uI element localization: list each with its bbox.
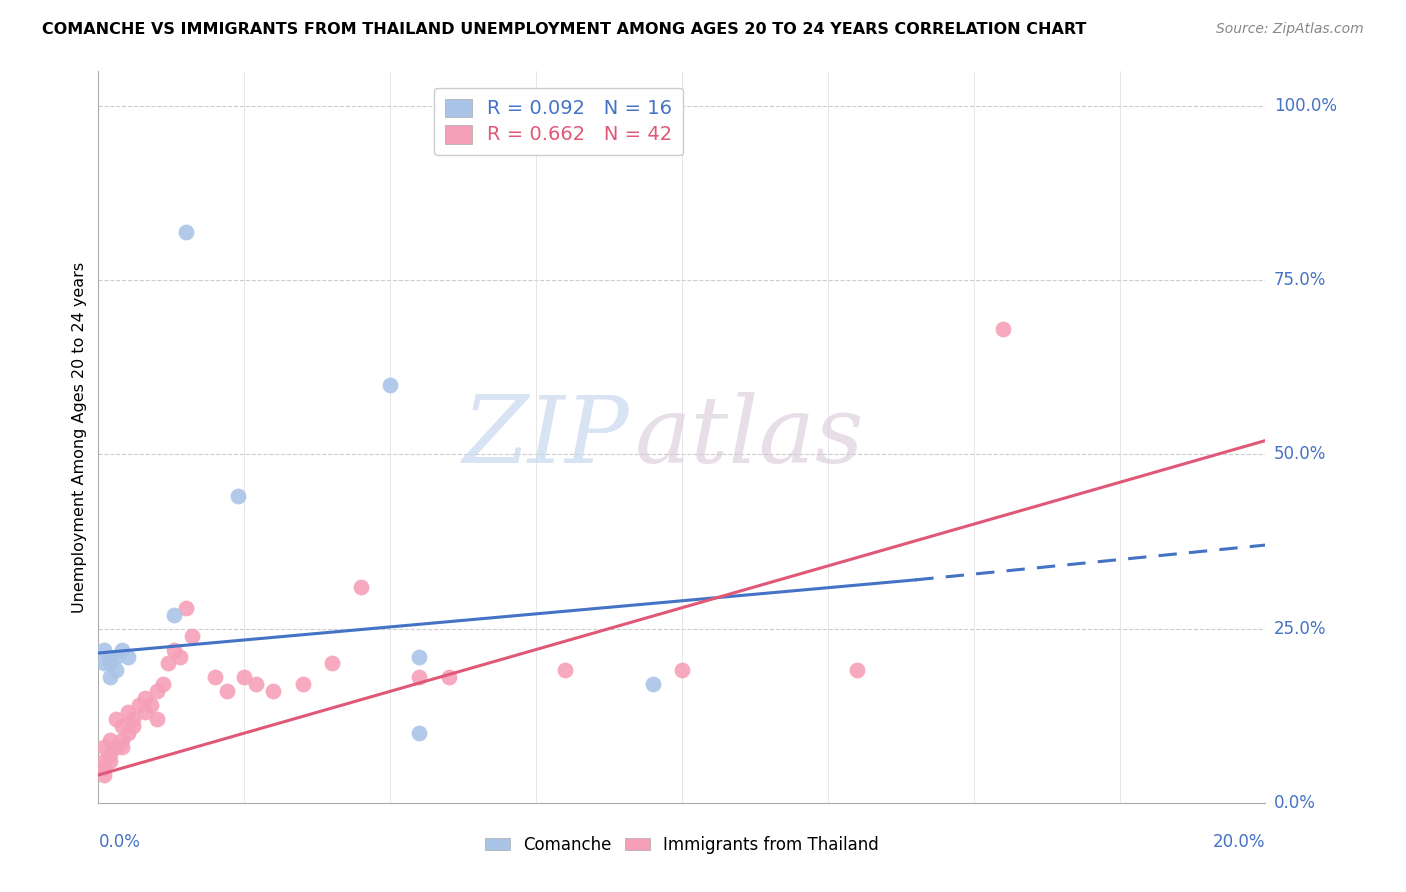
Text: 100.0%: 100.0% [1274, 97, 1337, 115]
Point [98, 657, 121, 671]
Point [98, 670, 121, 684]
Point [157, 657, 180, 671]
Point [117, 705, 139, 719]
Point [215, 684, 238, 698]
Point [991, 322, 1014, 336]
Point [408, 649, 430, 664]
Text: 0.0%: 0.0% [98, 833, 141, 851]
Text: Source: ZipAtlas.com: Source: ZipAtlas.com [1216, 22, 1364, 37]
Point [104, 712, 127, 726]
Point [139, 698, 162, 713]
Point [111, 740, 134, 755]
Point [104, 649, 127, 664]
Point [408, 726, 430, 740]
Point [180, 629, 202, 643]
Point [134, 691, 156, 706]
Legend: Comanche, Immigrants from Thailand: Comanche, Immigrants from Thailand [478, 829, 886, 860]
Point [93, 642, 115, 657]
Point [117, 726, 139, 740]
Point [111, 719, 134, 733]
Point [169, 649, 191, 664]
Text: 75.0%: 75.0% [1274, 271, 1326, 289]
Point [128, 698, 150, 713]
Point [380, 377, 402, 392]
Point [245, 677, 267, 691]
Point [437, 670, 460, 684]
Point [98, 747, 121, 761]
Point [641, 677, 664, 691]
Point [146, 684, 169, 698]
Point [228, 489, 250, 503]
Point [146, 712, 169, 726]
Point [111, 642, 134, 657]
Text: 25.0%: 25.0% [1274, 620, 1326, 638]
Point [93, 754, 115, 768]
Point [846, 664, 869, 678]
Text: 20.0%: 20.0% [1213, 833, 1265, 851]
Point [152, 677, 174, 691]
Point [174, 600, 197, 615]
Y-axis label: Unemployment Among Ages 20 to 24 years: Unemployment Among Ages 20 to 24 years [72, 261, 87, 613]
Point [233, 670, 256, 684]
Text: 50.0%: 50.0% [1274, 445, 1326, 464]
Point [98, 733, 121, 747]
Point [98, 754, 121, 768]
Point [122, 719, 145, 733]
Point [122, 712, 145, 726]
Point [291, 677, 314, 691]
Point [163, 642, 186, 657]
Point [104, 740, 127, 755]
Point [408, 670, 430, 684]
Point [104, 664, 127, 678]
Point [93, 768, 115, 782]
Text: atlas: atlas [636, 392, 865, 482]
Point [163, 607, 186, 622]
Point [98, 649, 121, 664]
Point [174, 225, 197, 239]
Point [204, 670, 226, 684]
Point [93, 761, 115, 775]
Point [117, 649, 139, 664]
Text: 0.0%: 0.0% [1274, 794, 1316, 812]
Point [554, 664, 576, 678]
Text: COMANCHE VS IMMIGRANTS FROM THAILAND UNEMPLOYMENT AMONG AGES 20 TO 24 YEARS CORR: COMANCHE VS IMMIGRANTS FROM THAILAND UNE… [42, 22, 1087, 37]
Point [111, 733, 134, 747]
Point [93, 740, 115, 755]
Text: ZIP: ZIP [463, 392, 630, 482]
Point [350, 580, 373, 594]
Point [671, 664, 693, 678]
Point [93, 657, 115, 671]
Point [134, 705, 156, 719]
Point [321, 657, 343, 671]
Point [262, 684, 284, 698]
